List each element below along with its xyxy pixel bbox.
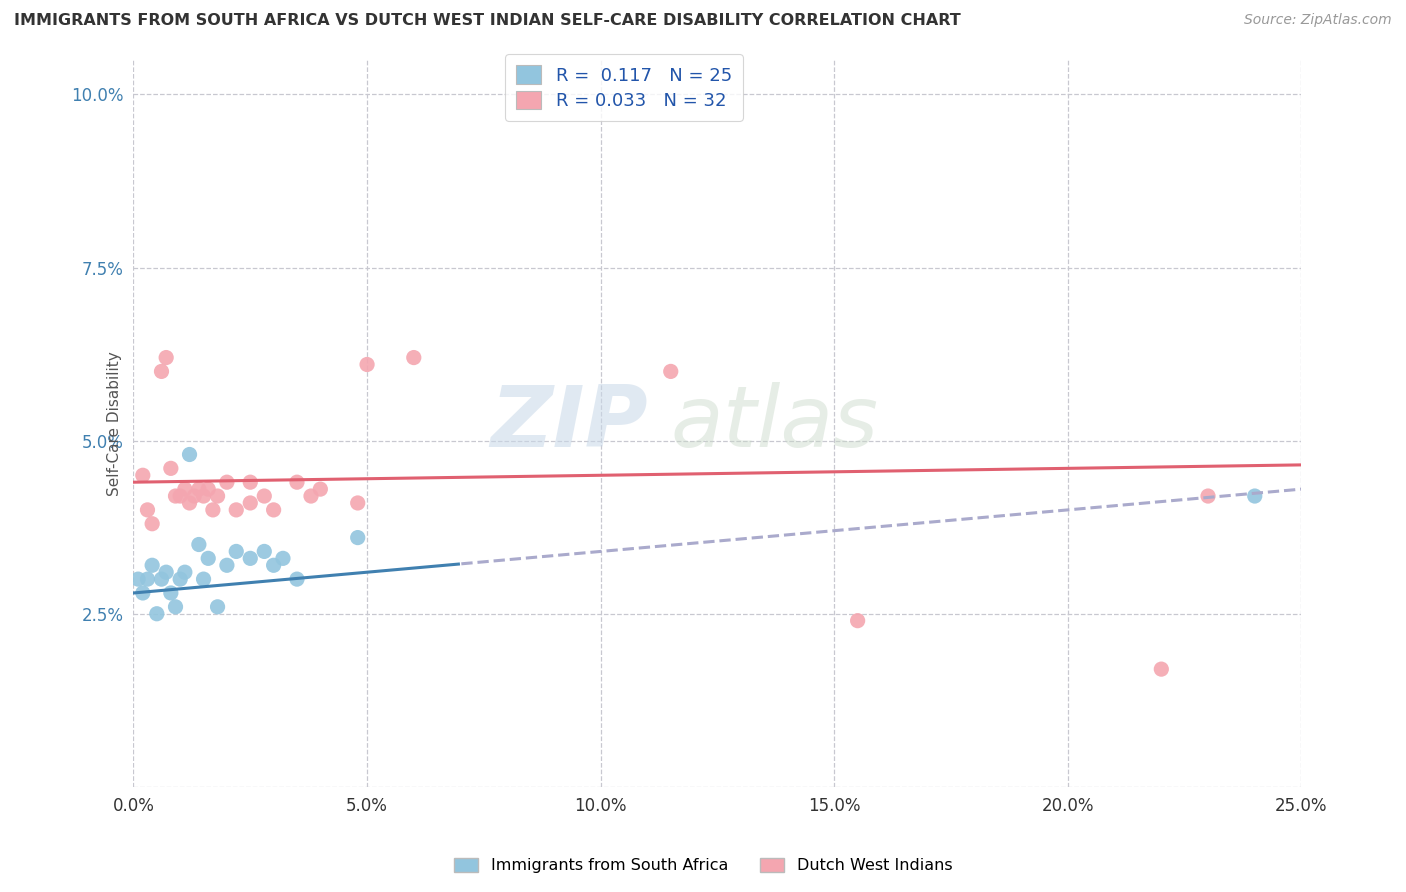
Point [193, 572, 215, 586]
Point [225, 503, 247, 517]
Point [165, 599, 187, 614]
Point [160, 586, 183, 600]
Point [187, 537, 209, 551]
Point [299, 489, 322, 503]
Point [309, 482, 332, 496]
Point [146, 607, 169, 621]
Point [1150, 662, 1173, 676]
Point [155, 565, 177, 579]
Point [215, 558, 238, 573]
Point [253, 489, 276, 503]
Point [173, 565, 195, 579]
Point [239, 475, 262, 490]
Point [239, 551, 262, 566]
Point [239, 496, 262, 510]
Point [150, 572, 173, 586]
Point [1243, 489, 1265, 503]
Point [253, 544, 276, 558]
Point [169, 489, 191, 503]
Point [132, 586, 155, 600]
Point [183, 489, 205, 503]
Point [271, 551, 294, 566]
Point [169, 572, 191, 586]
Point [132, 468, 155, 483]
Point [179, 448, 201, 462]
Text: Source: ZipAtlas.com: Source: ZipAtlas.com [1244, 13, 1392, 28]
Point [155, 351, 177, 365]
Text: ZIP: ZIP [489, 382, 647, 465]
Point [136, 572, 159, 586]
Text: IMMIGRANTS FROM SOUTH AFRICA VS DUTCH WEST INDIAN SELF-CARE DISABILITY CORRELATI: IMMIGRANTS FROM SOUTH AFRICA VS DUTCH WE… [14, 13, 960, 29]
Point [165, 489, 187, 503]
Point [173, 482, 195, 496]
Point [356, 358, 378, 372]
Point [215, 475, 238, 490]
Point [225, 544, 247, 558]
Point [187, 482, 209, 496]
Text: atlas: atlas [671, 382, 879, 465]
Point [201, 503, 224, 517]
Point [160, 461, 183, 475]
Point [207, 599, 229, 614]
Legend: Immigrants from South Africa, Dutch West Indians: Immigrants from South Africa, Dutch West… [447, 851, 959, 880]
Point [127, 572, 149, 586]
Point [150, 364, 173, 378]
Point [285, 572, 308, 586]
Point [402, 351, 425, 365]
Point [285, 475, 308, 490]
Point [846, 614, 869, 628]
Point [346, 496, 368, 510]
Point [197, 482, 219, 496]
Point [207, 489, 229, 503]
Point [193, 489, 215, 503]
Point [263, 558, 285, 573]
Legend: R =  0.117   N = 25, R = 0.033   N = 32: R = 0.117 N = 25, R = 0.033 N = 32 [505, 54, 742, 121]
Point [141, 516, 163, 531]
Point [346, 531, 368, 545]
Point [141, 558, 163, 573]
Point [263, 503, 285, 517]
Point [1197, 489, 1219, 503]
Point [197, 551, 219, 566]
Point [659, 364, 682, 378]
Point [136, 503, 159, 517]
Point [179, 496, 201, 510]
Y-axis label: Self-Care Disability: Self-Care Disability [107, 351, 122, 496]
